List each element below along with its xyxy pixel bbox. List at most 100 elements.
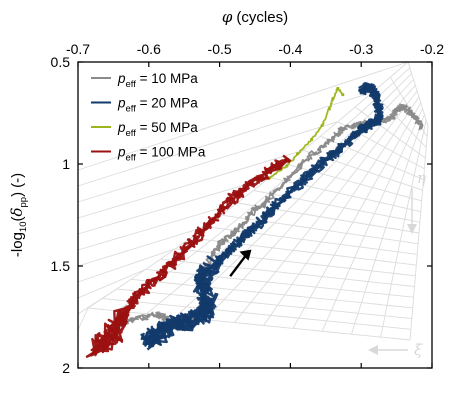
mesh-line: [77, 61, 409, 171]
data-point: [267, 197, 271, 201]
data-point: [214, 213, 218, 217]
data-point: [400, 105, 404, 109]
mesh-line: [190, 237, 417, 266]
y-tick-label: 1: [62, 156, 70, 172]
legend: peff = 10 MPa peff = 20 MPa peff = 50 MP…: [91, 71, 206, 164]
x-tick-label: -0.6: [137, 41, 161, 57]
data-point: [157, 274, 162, 278]
data-point: [249, 211, 254, 215]
data-point: [414, 117, 419, 121]
mesh-line: [87, 307, 411, 341]
trend-arrow: [229, 253, 248, 277]
data-point: [115, 325, 119, 329]
data-point: [373, 93, 377, 97]
mesh-line: [160, 258, 415, 287]
data-point: [207, 301, 211, 305]
data-point: [377, 117, 381, 121]
data-point: [341, 127, 346, 131]
data-point: [186, 246, 190, 250]
annotation-layer: [229, 249, 252, 277]
data-point: [175, 321, 179, 325]
mesh-line: [205, 226, 418, 255]
legend-entry: peff = 50 MPa: [91, 120, 198, 139]
data-point: [267, 211, 271, 215]
data-point: [407, 109, 411, 113]
data-point: [271, 166, 275, 170]
data-point: [147, 314, 151, 318]
legend-label: peff = 50 MPa: [117, 120, 198, 139]
data-point: [299, 162, 303, 166]
y-axis-paren-close: ): [9, 192, 26, 197]
data-point: [295, 152, 300, 156]
mesh-line: [221, 214, 419, 245]
x-tick-label: -0.3: [349, 41, 373, 57]
data-point: [228, 199, 232, 203]
mesh-line: [77, 288, 117, 315]
data-point: [327, 107, 331, 111]
data-point: [232, 231, 236, 235]
legend-label: peff = 20 MPa: [117, 96, 198, 115]
xi-arrowhead: [368, 345, 378, 355]
data-point: [419, 125, 423, 129]
data-point: [189, 319, 193, 323]
legend-entry: peff = 10 MPa: [91, 71, 198, 90]
data-point: [242, 186, 246, 191]
data-point: [253, 225, 257, 229]
data-point: [122, 313, 126, 317]
mesh-line: [77, 268, 146, 299]
axes: -0.7 -0.6 -0.5 -0.4 -0.3 -0.2 0.5 1 1.5 2: [51, 41, 445, 376]
mesh-line: [77, 226, 206, 267]
mesh-line: [131, 278, 413, 309]
data-point: [352, 133, 356, 138]
series-line: [269, 87, 344, 180]
data-point: [129, 318, 133, 322]
x-tick-label: -0.4: [278, 41, 302, 57]
y-axis-paren-open: (: [9, 217, 26, 222]
data-point: [299, 180, 303, 184]
data-point: [281, 197, 285, 201]
mesh-line: [77, 177, 270, 235]
y-tick-label: 0.5: [51, 54, 71, 70]
data-point: [331, 97, 335, 101]
data-point: [317, 148, 321, 152]
data-point: [221, 239, 225, 244]
xi-label: ξ: [414, 341, 423, 359]
trend-arrowhead: [239, 249, 252, 261]
mesh-line: [77, 121, 338, 203]
data-point: [94, 346, 98, 350]
y-axis-prefix: -log: [9, 232, 26, 257]
eta-label: η: [417, 169, 426, 187]
data-point: [200, 284, 204, 288]
data-point: [101, 339, 105, 344]
y-axis-symbol-sub: pp: [18, 197, 29, 208]
data-point: [157, 313, 162, 317]
y-tick-label: 1.5: [51, 258, 71, 274]
data-point: [239, 223, 243, 227]
mesh-line: [77, 307, 89, 331]
data-point: [366, 84, 370, 89]
mesh-line: [372, 91, 427, 148]
legend-entry: peff = 20 MPa: [91, 96, 198, 115]
x-tick-label: -0.5: [208, 41, 232, 57]
data-point: [129, 303, 133, 307]
y-axis-log-base: 10: [18, 222, 29, 233]
data-point: [260, 203, 264, 207]
data-point: [386, 117, 390, 121]
data-point: [336, 86, 340, 91]
y-tick-label: 2: [62, 360, 70, 376]
x-axis-label: (cycles): [236, 9, 288, 26]
mesh-line: [102, 298, 411, 330]
data-point: [334, 150, 339, 154]
data-point: [359, 127, 363, 131]
legend-label: peff = 100 MPa: [117, 145, 206, 164]
y-axis-symbol: δ: [8, 207, 26, 216]
data-point: [242, 233, 246, 237]
eta-arrowhead: [407, 224, 417, 234]
data-point: [395, 109, 399, 113]
data-point: [232, 244, 236, 248]
data-point: [154, 333, 158, 337]
y-axis-unit: (-): [9, 173, 26, 188]
data-point: [331, 135, 335, 140]
data-point: [377, 105, 381, 109]
mesh-line: [77, 202, 238, 251]
